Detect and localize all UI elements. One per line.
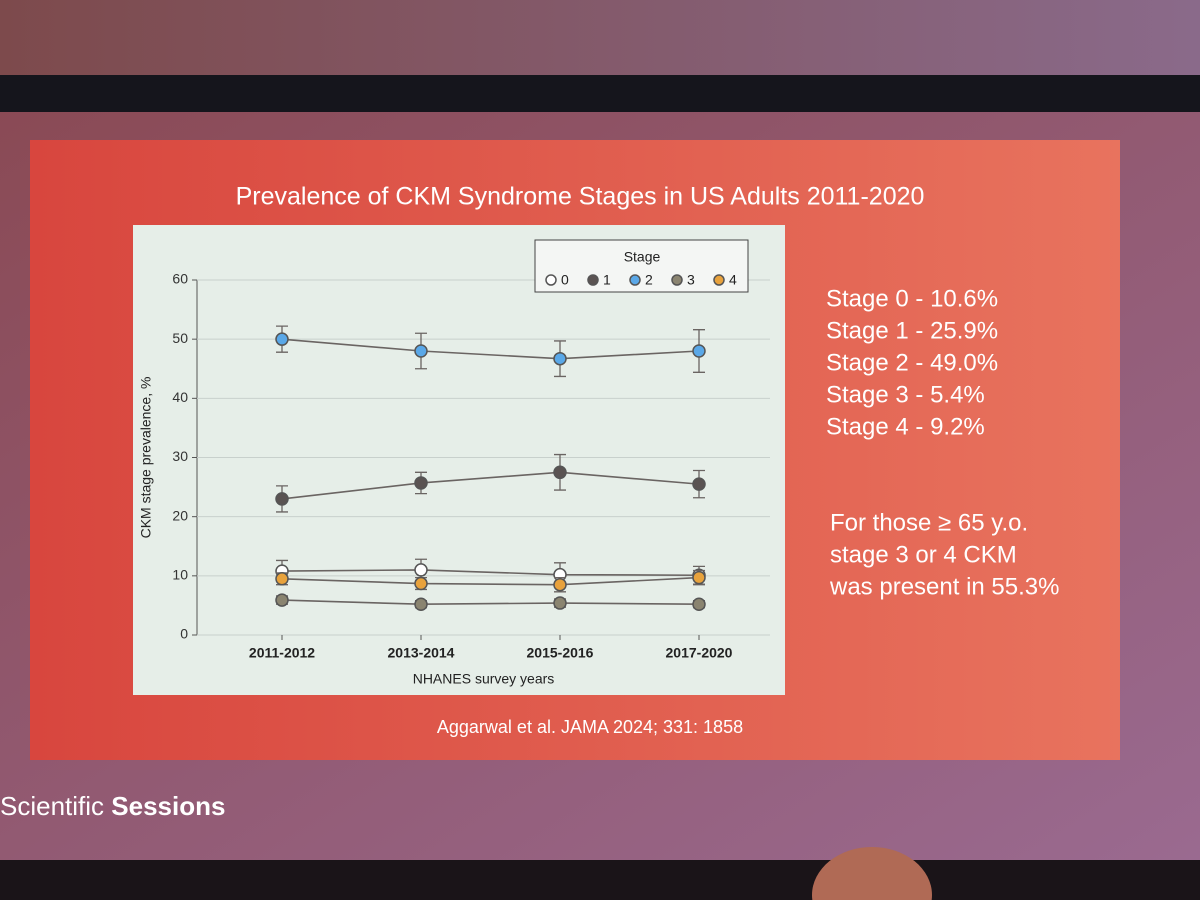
series-line xyxy=(281,569,700,577)
y-tick-label: 0 xyxy=(180,626,188,642)
note-line: stage 3 or 4 CKM xyxy=(830,541,1017,568)
legend-marker xyxy=(629,274,641,286)
citation: Aggarwal et al. JAMA 2024; 331: 1858 xyxy=(437,717,743,737)
x-tick-label: 2013-2014 xyxy=(388,645,455,661)
legend-marker xyxy=(671,274,683,286)
x-tick-label: 2011-2012 xyxy=(249,645,315,661)
legend-label: 1 xyxy=(603,272,611,288)
audience-head xyxy=(812,847,932,900)
point xyxy=(692,570,706,585)
chart-title: Prevalence of CKM Syndrome Stages in US … xyxy=(236,183,925,211)
point xyxy=(692,344,706,358)
point xyxy=(553,577,567,592)
note-line: For those ≥ 65 y.o. xyxy=(830,509,1028,536)
y-axis-label: CKM stage prevalence, % xyxy=(138,377,154,539)
x-tick-label: 2015-2016 xyxy=(527,645,594,661)
chart-panel xyxy=(133,225,785,695)
point xyxy=(553,465,567,480)
summary: Stage 0 - 10.6% Stage 1 - 25.9% Stage 2 - … xyxy=(826,285,1059,600)
stage-stat: Stage 1 - 25.9% xyxy=(826,317,998,344)
stage-stat: Stage 2 - 49.0% xyxy=(826,349,998,376)
point xyxy=(275,572,289,586)
stage-stat: Stage 3 - 5.4% xyxy=(826,381,985,408)
y-tick-label: 60 xyxy=(172,271,188,287)
point xyxy=(692,477,706,491)
floor xyxy=(0,860,1200,900)
legend-title: Stage xyxy=(624,249,661,265)
note-line: was present in 55.3% xyxy=(829,573,1059,600)
series-line xyxy=(281,471,700,500)
legend-label: 4 xyxy=(729,272,737,288)
stage-stat: Stage 4 - 9.2% xyxy=(826,413,985,440)
point xyxy=(275,332,289,346)
point xyxy=(553,596,567,610)
point xyxy=(275,492,289,506)
footer-word: Sessions xyxy=(111,791,225,821)
legend-marker xyxy=(587,274,599,286)
point xyxy=(414,476,428,490)
point xyxy=(414,344,428,358)
stage-stat: Stage 0 - 10.6% xyxy=(826,285,998,312)
series-line xyxy=(281,576,700,586)
x-tick-label: 2017-2020 xyxy=(666,645,733,661)
legend-marker xyxy=(545,274,557,286)
footer-word: Scientific xyxy=(0,791,104,821)
legend-label: 0 xyxy=(561,272,569,288)
point xyxy=(275,593,289,607)
legend-label: 2 xyxy=(645,272,653,288)
series-line xyxy=(281,338,700,360)
y-tick-label: 20 xyxy=(172,507,188,523)
legend-label: 3 xyxy=(687,272,695,288)
y-tick-label: 30 xyxy=(172,448,188,464)
legend-marker xyxy=(713,274,725,286)
y-tick-label: 10 xyxy=(172,567,188,583)
legend-box xyxy=(534,239,749,293)
y-tick-label: 50 xyxy=(172,330,188,346)
y-tick-label: 40 xyxy=(172,389,188,405)
screen-border xyxy=(0,75,1200,115)
x-axis-label: NHANES survey years xyxy=(413,671,555,687)
series-line xyxy=(281,599,700,606)
wall xyxy=(0,0,1200,80)
point xyxy=(553,351,567,366)
point xyxy=(414,597,428,611)
point xyxy=(692,597,706,611)
footer-brand: Scientific Sessions xyxy=(0,791,225,821)
point xyxy=(414,576,428,591)
point xyxy=(414,563,428,577)
